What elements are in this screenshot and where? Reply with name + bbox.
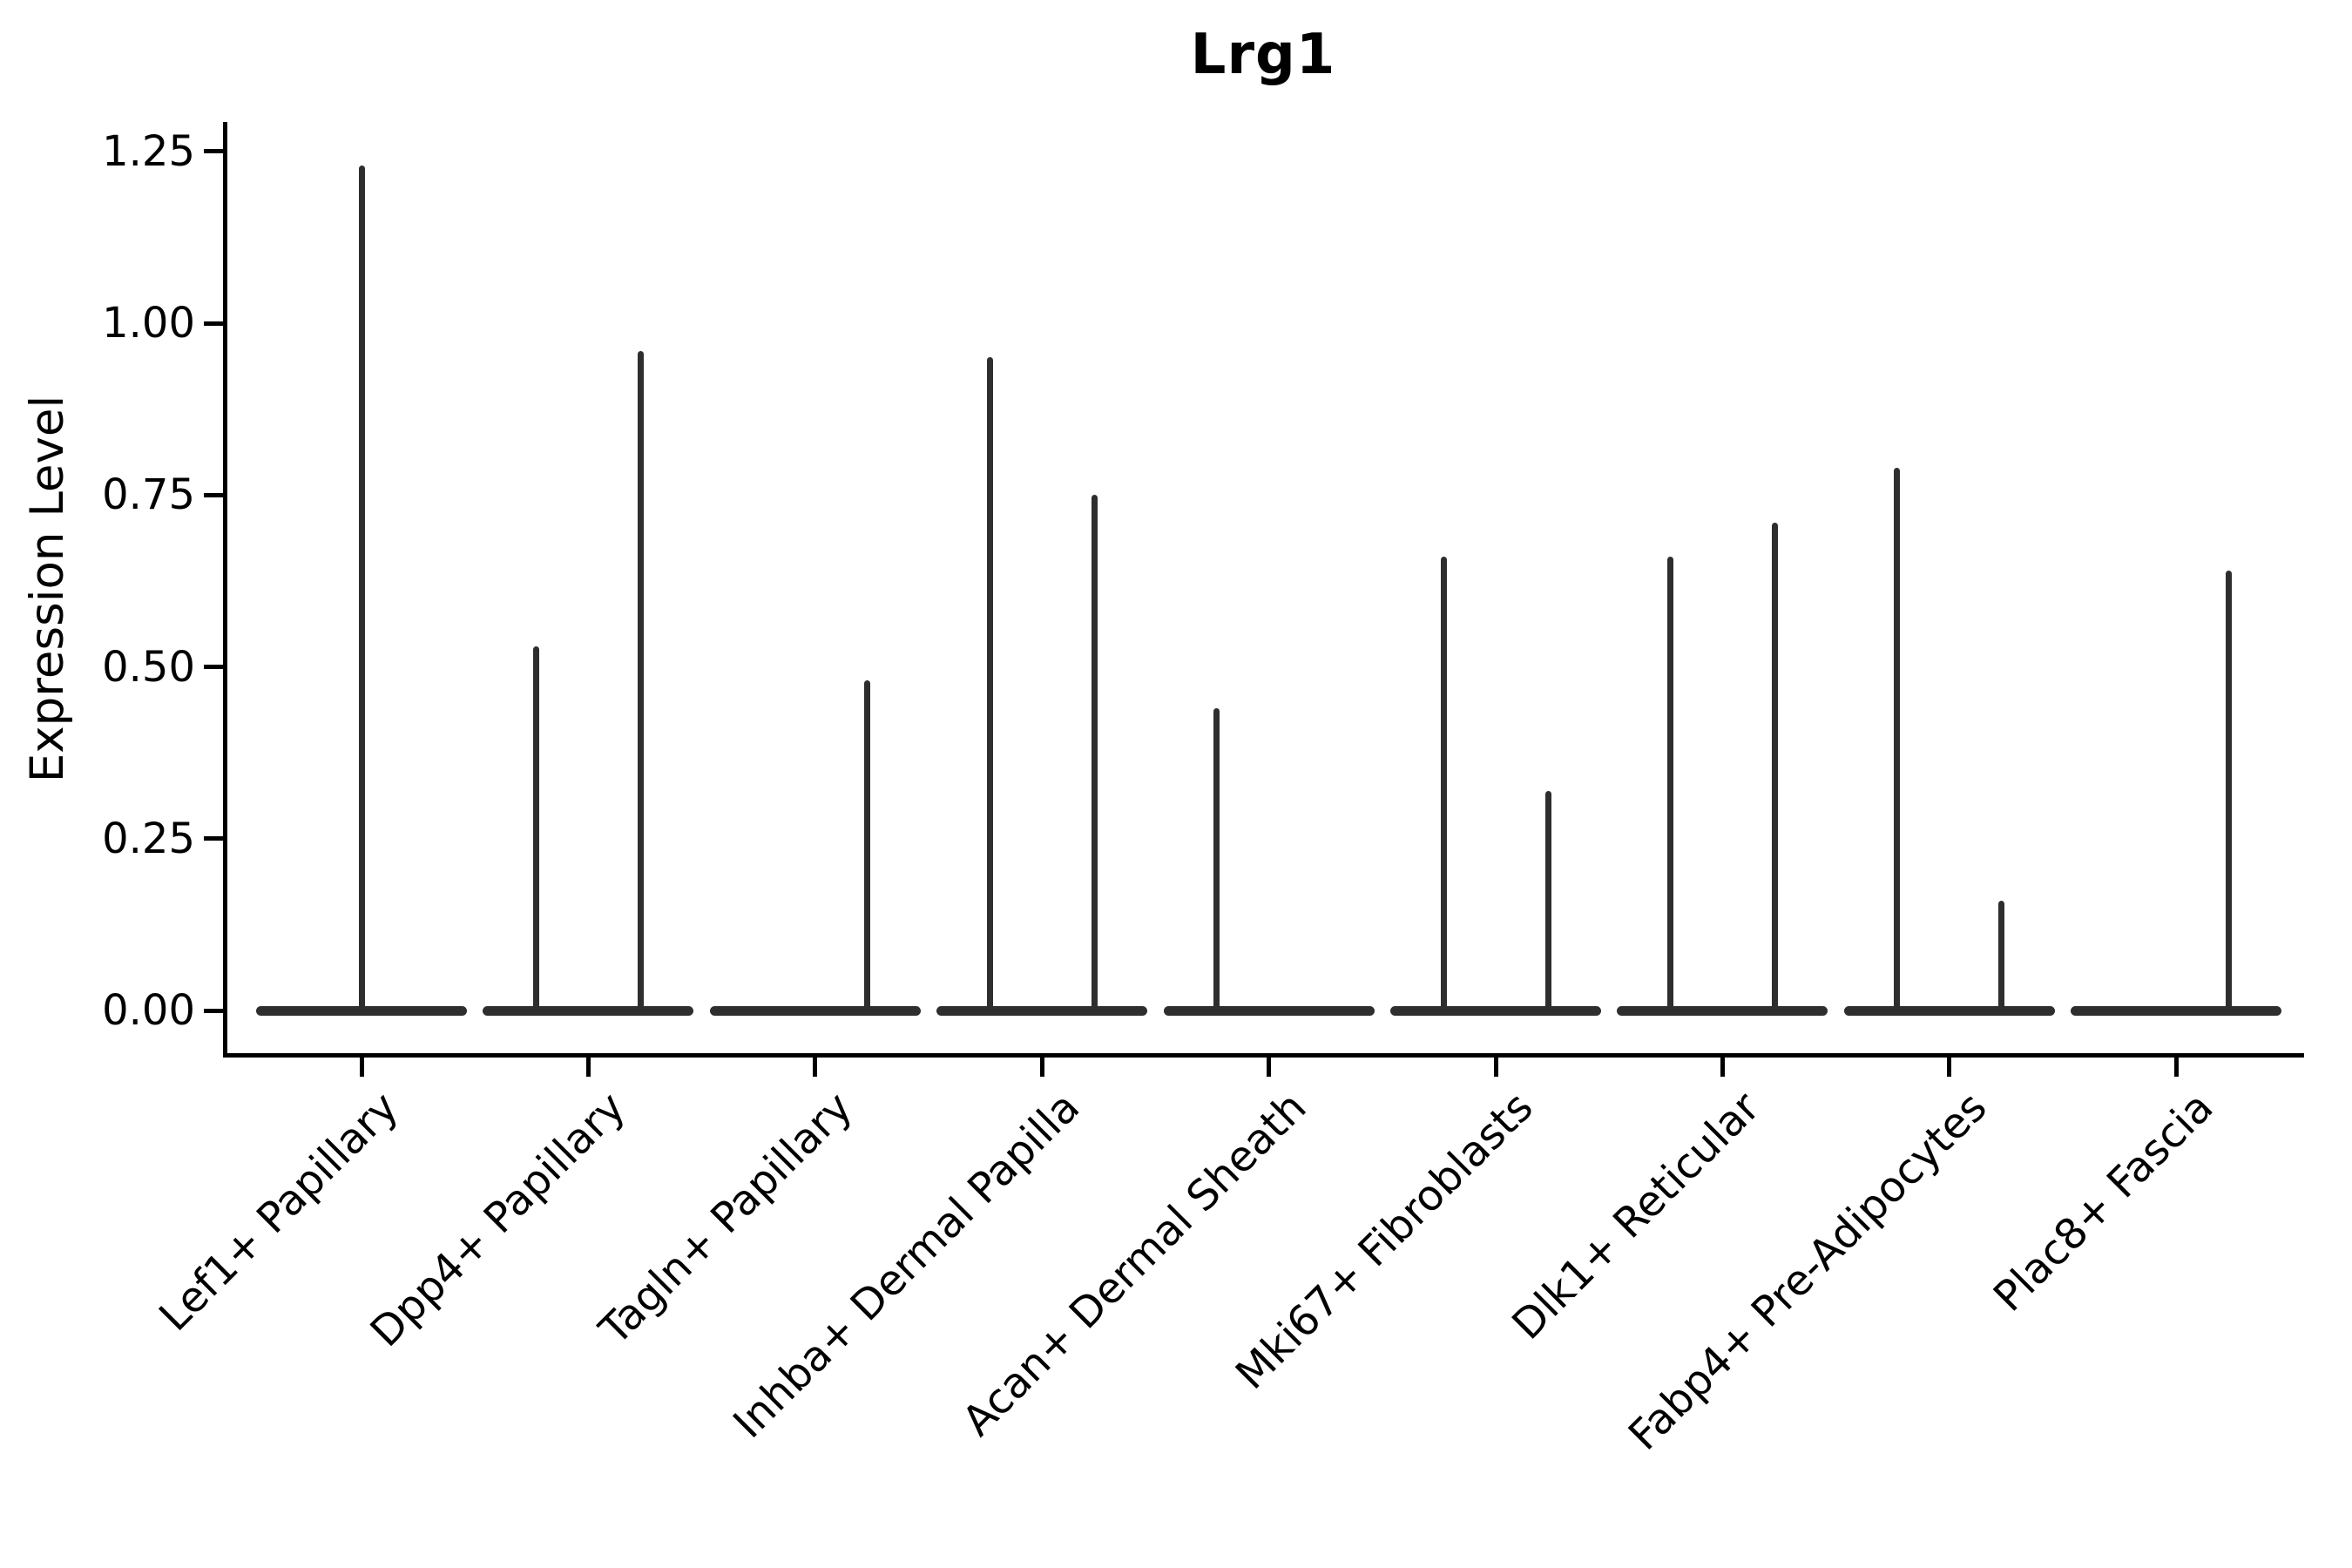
x-tick-label: Dlk1+ Reticular [1503, 1083, 1770, 1349]
violin-spike [1544, 790, 1551, 1015]
y-tick-label: 0.75 [102, 470, 195, 520]
violin-baseline [2071, 1005, 2282, 1016]
violin-spike [2225, 571, 2232, 1015]
violin-spike [1213, 707, 1220, 1015]
y-tick-label: 0.25 [102, 814, 195, 863]
plot-title: Lrg1 [1190, 23, 1336, 87]
y-tick [203, 321, 223, 326]
y-axis-spine [222, 122, 227, 1058]
y-axis-label: Expression Level [21, 395, 74, 783]
x-axis-spine [222, 1052, 2304, 1058]
x-tick-label: Lef1+ Papillary [150, 1083, 409, 1341]
y-tick-label: 0.50 [102, 642, 195, 692]
x-tick [585, 1057, 591, 1077]
violin-spike [637, 350, 644, 1015]
violin-spike [1666, 557, 1673, 1015]
violin-baseline [1390, 1005, 1601, 1016]
y-tick [203, 492, 223, 497]
violin-spike [864, 680, 871, 1015]
x-tick-label: Plac8+ Fascia [1984, 1083, 2223, 1321]
y-tick-label: 0.00 [102, 986, 195, 1035]
violin-spike [1998, 900, 2005, 1015]
violin-spike [1091, 495, 1098, 1015]
y-tick [203, 836, 223, 841]
violin-spike [1894, 467, 1901, 1015]
x-tick-label: Fabp4+ Pre-Adipocytes [1619, 1083, 1997, 1460]
violin-baseline [1843, 1005, 2055, 1016]
x-tick-label: Tagln+ Papillary [590, 1083, 862, 1355]
y-tick-label: 1.00 [102, 299, 195, 348]
violin-baseline [936, 1005, 1148, 1016]
violin-spike [1440, 557, 1447, 1015]
y-tick-label: 1.25 [102, 126, 195, 176]
violin-baseline [483, 1005, 694, 1016]
x-tick [359, 1057, 364, 1077]
x-tick [1267, 1057, 1272, 1077]
y-tick [203, 665, 223, 669]
violin-baseline [1617, 1005, 1828, 1016]
x-tick [2173, 1057, 2179, 1077]
x-tick [1039, 1057, 1044, 1077]
violin-baseline [1163, 1005, 1375, 1016]
y-tick [203, 1008, 223, 1013]
violin-spike [986, 357, 993, 1015]
violin-spike [532, 645, 539, 1015]
x-tick [813, 1057, 818, 1077]
y-tick [203, 149, 223, 154]
violin-spike [358, 165, 365, 1015]
violin-baseline [709, 1005, 921, 1016]
violin-spike [1771, 522, 1778, 1015]
x-tick [1720, 1057, 1725, 1077]
x-tick [1493, 1057, 1498, 1077]
x-tick [1947, 1057, 1952, 1077]
